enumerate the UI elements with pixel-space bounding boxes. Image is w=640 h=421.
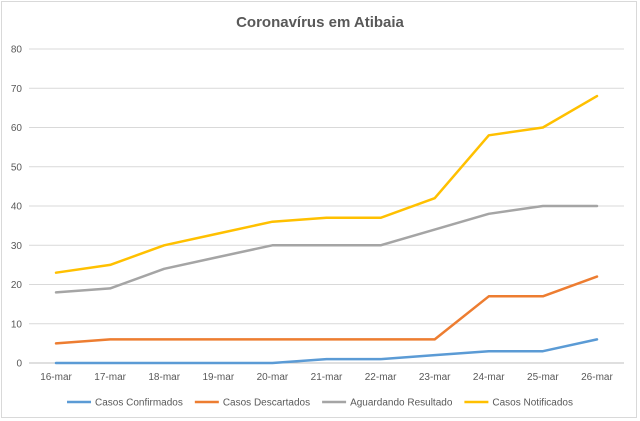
y-tick-label: 0 bbox=[16, 359, 22, 370]
series-line-casos-notificados bbox=[54, 94, 599, 274]
chart-title: Coronavírus em Atibaia bbox=[236, 14, 404, 31]
x-tick-label: 21-mar bbox=[311, 372, 343, 383]
y-tick-label: 10 bbox=[11, 319, 23, 330]
x-tick-label: 22-mar bbox=[365, 372, 397, 383]
y-tick-label: 50 bbox=[11, 162, 23, 173]
y-axis-ticks: 0 10 20 30 40 50 60 70 80 bbox=[11, 45, 23, 370]
series-line-casos-confirmados bbox=[54, 338, 599, 365]
legend-item-aguardando-resultado: Aguardando Resultado bbox=[322, 398, 453, 409]
x-tick-label: 25-mar bbox=[527, 372, 559, 383]
legend-label: Casos Descartados bbox=[223, 398, 310, 409]
legend-label: Casos Notificados bbox=[492, 398, 573, 409]
y-tick-label: 80 bbox=[11, 45, 23, 56]
legend-item-casos-notificados: Casos Notificados bbox=[464, 398, 573, 409]
x-tick-label: 18-mar bbox=[148, 372, 180, 383]
series-lines bbox=[54, 94, 599, 365]
x-tick-label: 20-mar bbox=[257, 372, 289, 383]
series-line-casos-descartados bbox=[54, 275, 599, 345]
x-axis-ticks: 16-mar 17-mar 18-mar 19-mar 20-mar 21-mar 22-m… bbox=[40, 372, 613, 383]
legend-label: Casos Confirmados bbox=[95, 398, 183, 409]
x-tick-label: 16-mar bbox=[40, 372, 72, 383]
x-tick-label: 24-mar bbox=[473, 372, 505, 383]
x-tick-label: 19-mar bbox=[202, 372, 234, 383]
y-tick-label: 70 bbox=[11, 84, 23, 95]
legend-item-casos-confirmados: Casos Confirmados bbox=[67, 398, 183, 409]
x-tick-label: 26-mar bbox=[581, 372, 613, 383]
y-tick-label: 20 bbox=[11, 280, 23, 291]
legend-item-casos-descartados: Casos Descartados bbox=[194, 398, 310, 409]
y-tick-label: 60 bbox=[11, 123, 23, 134]
y-tick-label: 40 bbox=[11, 202, 23, 213]
legend: Casos Confirmados Casos Descartados Aguard… bbox=[67, 398, 573, 409]
x-tick-label: 17-mar bbox=[94, 372, 126, 383]
y-tick-label: 30 bbox=[11, 241, 23, 252]
x-tick-label: 23-mar bbox=[419, 372, 451, 383]
legend-label: Aguardando Resultado bbox=[350, 398, 453, 409]
series-line-aguardando-resultado bbox=[54, 204, 599, 294]
